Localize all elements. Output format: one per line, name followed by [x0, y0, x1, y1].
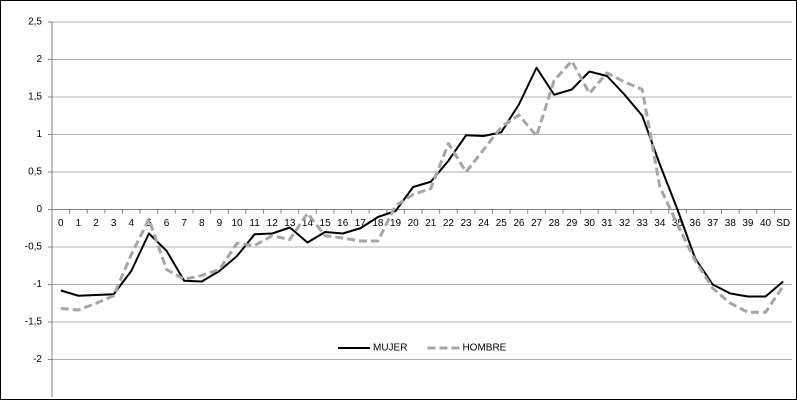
x-tick-label: 39	[742, 218, 754, 229]
series-line	[60, 66, 784, 298]
x-tick-label: 8	[199, 218, 205, 229]
y-tick-label: 2	[36, 54, 42, 65]
x-tick-label: 24	[478, 218, 490, 229]
x-tick-label: 2	[93, 218, 99, 229]
x-tick-label: 0	[58, 218, 64, 229]
x-tick-label: 20	[408, 218, 420, 229]
x-tick-label: 10	[231, 218, 243, 229]
x-tick-label: 22	[443, 218, 455, 229]
x-tick-label: 18	[372, 218, 384, 229]
x-tick-label: SD	[776, 218, 790, 229]
x-tick-label: 4	[129, 218, 135, 229]
x-tick-label: 1	[76, 218, 82, 229]
x-tick-label: 38	[725, 218, 737, 229]
x-tick-label: 13	[284, 218, 296, 229]
x-tick-label: 31	[601, 218, 613, 229]
y-tick-label: 0,5	[28, 167, 42, 178]
x-tick-label: 29	[566, 218, 578, 229]
x-tick-label: 27	[531, 218, 543, 229]
x-tick-label: 37	[707, 218, 719, 229]
x-tick-label: 36	[690, 218, 702, 229]
x-tick-label: 16	[337, 218, 349, 229]
x-tick-label: 21	[425, 218, 437, 229]
x-tick-label: 25	[496, 218, 508, 229]
x-tick-label: 23	[460, 218, 472, 229]
x-tick-label: 15	[320, 218, 332, 229]
y-tick-label: -1	[33, 279, 42, 290]
x-tick-label: 7	[181, 218, 187, 229]
x-tick-label: 11	[249, 218, 260, 229]
x-tick-label: 14	[302, 218, 314, 229]
x-tick-label: 9	[217, 218, 223, 229]
y-tick-label: 1	[36, 129, 42, 140]
x-tick-label: 19	[390, 218, 402, 229]
x-tick-label: 32	[619, 218, 631, 229]
x-tick-label: 6	[164, 218, 170, 229]
series-line	[60, 59, 785, 314]
y-tick-label: 1,5	[28, 92, 42, 103]
x-tick-label: 33	[637, 218, 649, 229]
y-tick-label: 0	[36, 204, 42, 215]
x-tick-label: 12	[267, 218, 279, 229]
x-tick-label: 30	[584, 218, 596, 229]
x-tick-label: 3	[111, 218, 117, 229]
x-tick-label: 17	[355, 218, 367, 229]
x-tick-label: 34	[654, 218, 666, 229]
y-tick-label: -1,5	[25, 317, 43, 328]
legend-label: HOMBRE	[462, 343, 506, 354]
legend-label: MUJER	[373, 343, 407, 354]
y-tick-label: -2	[33, 354, 42, 365]
x-tick-label: 40	[760, 218, 772, 229]
x-tick-label: 26	[513, 218, 525, 229]
y-tick-label: -0,5	[25, 242, 43, 253]
y-tick-label: 2,5	[28, 17, 42, 28]
x-tick-label: 28	[549, 218, 561, 229]
